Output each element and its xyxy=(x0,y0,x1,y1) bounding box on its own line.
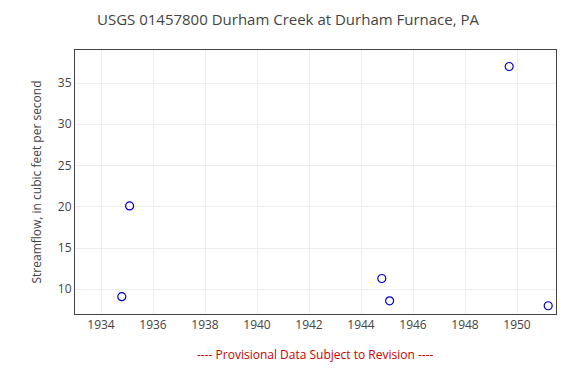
svg-text:1942: 1942 xyxy=(295,316,323,333)
svg-text:35: 35 xyxy=(58,74,72,91)
svg-text:USGS 01457800 Durham Creek at: USGS 01457800 Durham Creek at Durham Fur… xyxy=(97,9,480,29)
svg-text:1948: 1948 xyxy=(451,316,479,333)
svg-text:1934: 1934 xyxy=(87,316,115,333)
svg-text:1950: 1950 xyxy=(503,316,531,333)
svg-text:15: 15 xyxy=(58,239,72,256)
svg-text:20: 20 xyxy=(58,198,72,215)
svg-text:1938: 1938 xyxy=(191,316,219,333)
svg-text:1944: 1944 xyxy=(347,316,375,333)
svg-text:10: 10 xyxy=(58,280,72,297)
svg-text:Streamflow, in cubic feet per: Streamflow, in cubic feet per second xyxy=(28,80,45,283)
svg-text:1946: 1946 xyxy=(399,316,427,333)
svg-text:25: 25 xyxy=(58,157,72,174)
svg-text:1936: 1936 xyxy=(139,316,167,333)
svg-text:30: 30 xyxy=(58,115,72,132)
svg-text:---- Provisional Data Subject: ---- Provisional Data Subject to Revisio… xyxy=(197,346,434,363)
svg-text:1940: 1940 xyxy=(243,316,271,333)
